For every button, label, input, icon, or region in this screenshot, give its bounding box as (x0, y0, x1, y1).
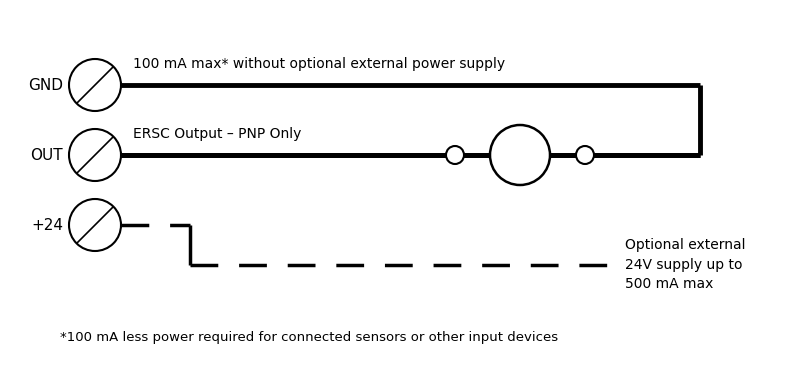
Circle shape (446, 146, 464, 164)
Circle shape (490, 125, 550, 185)
Circle shape (69, 129, 121, 181)
Circle shape (69, 199, 121, 251)
Circle shape (576, 146, 594, 164)
Text: GND: GND (28, 78, 63, 93)
Text: 100 mA max* without optional external power supply: 100 mA max* without optional external po… (133, 57, 505, 71)
Text: ERSC Output – PNP Only: ERSC Output – PNP Only (133, 127, 301, 141)
Text: +24: +24 (31, 217, 63, 232)
Text: *100 mA less power required for connected sensors or other input devices: *100 mA less power required for connecte… (60, 332, 558, 344)
Text: Optional external
24V supply up to
500 mA max: Optional external 24V supply up to 500 m… (625, 239, 746, 291)
Text: OUT: OUT (31, 147, 63, 163)
Circle shape (69, 59, 121, 111)
